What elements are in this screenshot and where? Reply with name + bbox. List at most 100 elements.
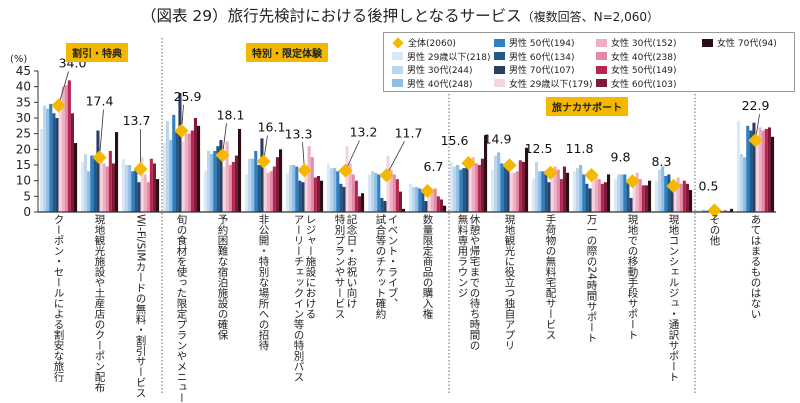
bar [418,188,422,212]
bar [755,139,759,212]
bar [603,182,607,212]
y-tick-label: 40 [16,80,31,94]
bar [503,165,507,212]
x-tick-label: 記念日・お祝い向け 特別プランやサービス [333,214,358,319]
total-marker [256,154,271,169]
bar [307,146,311,212]
bar [87,171,91,212]
bar [234,155,238,212]
y-tick-label: 30 [16,111,31,125]
legend-item: 男性 60代(134) [494,50,575,63]
bar [764,128,768,212]
x-tick-label: 現地コンシェルジュ・通訳サポート [667,214,680,382]
legend-label: 男性 30代(244) [407,66,473,76]
bar [679,183,683,212]
bar [351,174,355,212]
bar [257,165,261,212]
data-label: 13.3 [285,126,313,141]
bar [582,174,586,212]
legend-label: 男性 29歳以下(218) [407,52,491,63]
legend-swatch [392,79,403,87]
bar [380,197,384,212]
bar [462,168,466,212]
x-tick-label: Wi-Fi/SIMカードの無料・割引サービス [134,214,147,398]
bar [743,157,747,212]
bar [525,147,529,212]
bar [285,172,289,212]
bar [474,163,478,212]
bar [115,132,119,212]
bar [386,155,390,212]
x-tick-label: 数量限定商品の購入権 [421,214,434,319]
bar [248,158,252,212]
bar [310,157,314,212]
bar [336,171,340,212]
total-marker [379,168,394,183]
bar [172,114,176,212]
bar [512,172,516,212]
bar [111,163,115,212]
bar [216,146,220,212]
bar [357,196,361,212]
bar [421,190,425,212]
bar [477,165,481,212]
bar [415,186,419,212]
bar [64,85,68,212]
bar [600,183,604,212]
legend-item: 男性 40代(248) [392,77,473,90]
legend-item: 男性 29歳以下(218) [392,50,491,63]
bar [80,161,84,212]
bar [275,157,279,212]
data-label: 11.7 [395,125,423,140]
legend-item: 女性 30代(152) [596,36,677,49]
bar [298,180,302,212]
legend-swatch [494,52,505,60]
legend-label: 男性 60代(134) [509,52,575,63]
bar [389,169,393,212]
bar [682,180,686,212]
group-badge: 割引・特典 [66,43,128,62]
bar [521,161,525,212]
bar [146,182,150,212]
total-marker [666,178,681,194]
bar [594,174,598,212]
x-tick-label: 予約困難な宿泊施設の確保 [216,214,229,340]
bar [689,190,693,212]
bar [638,179,642,212]
bar [93,155,97,212]
bar [518,160,522,212]
bar [509,172,513,212]
data-label: 18.1 [217,107,245,122]
bar [210,154,214,212]
total-marker [461,156,476,171]
bar [424,201,428,212]
legend-label: 男性 50代(194) [509,39,575,49]
bar [175,130,179,212]
bar [339,183,343,212]
bar [538,171,542,212]
bar [272,166,276,212]
group-badge: 旅ナカサポート [546,97,628,116]
bar [96,130,100,212]
bar [544,171,548,212]
y-tick-label: 0 [23,205,31,219]
x-tick-label: 現地観光施設や土産店のクーポン配布 [93,214,106,393]
bar [623,174,627,212]
bar [348,163,352,212]
bar [562,166,566,212]
x-tick-label: クーポン・セールによる割安な旅行 [52,214,65,382]
bar [408,183,412,212]
legend-item: 全体(2060) [392,36,456,49]
legend-label: 全体(2060) [408,39,456,49]
total-marker [420,183,435,199]
bar [572,171,576,212]
total-marker [502,158,517,173]
bar [39,128,43,212]
bar [591,175,595,212]
bar [468,158,472,212]
bar [550,171,554,212]
bar [541,171,545,212]
bar [667,174,671,212]
leader-line [58,71,69,106]
bar [383,201,387,212]
